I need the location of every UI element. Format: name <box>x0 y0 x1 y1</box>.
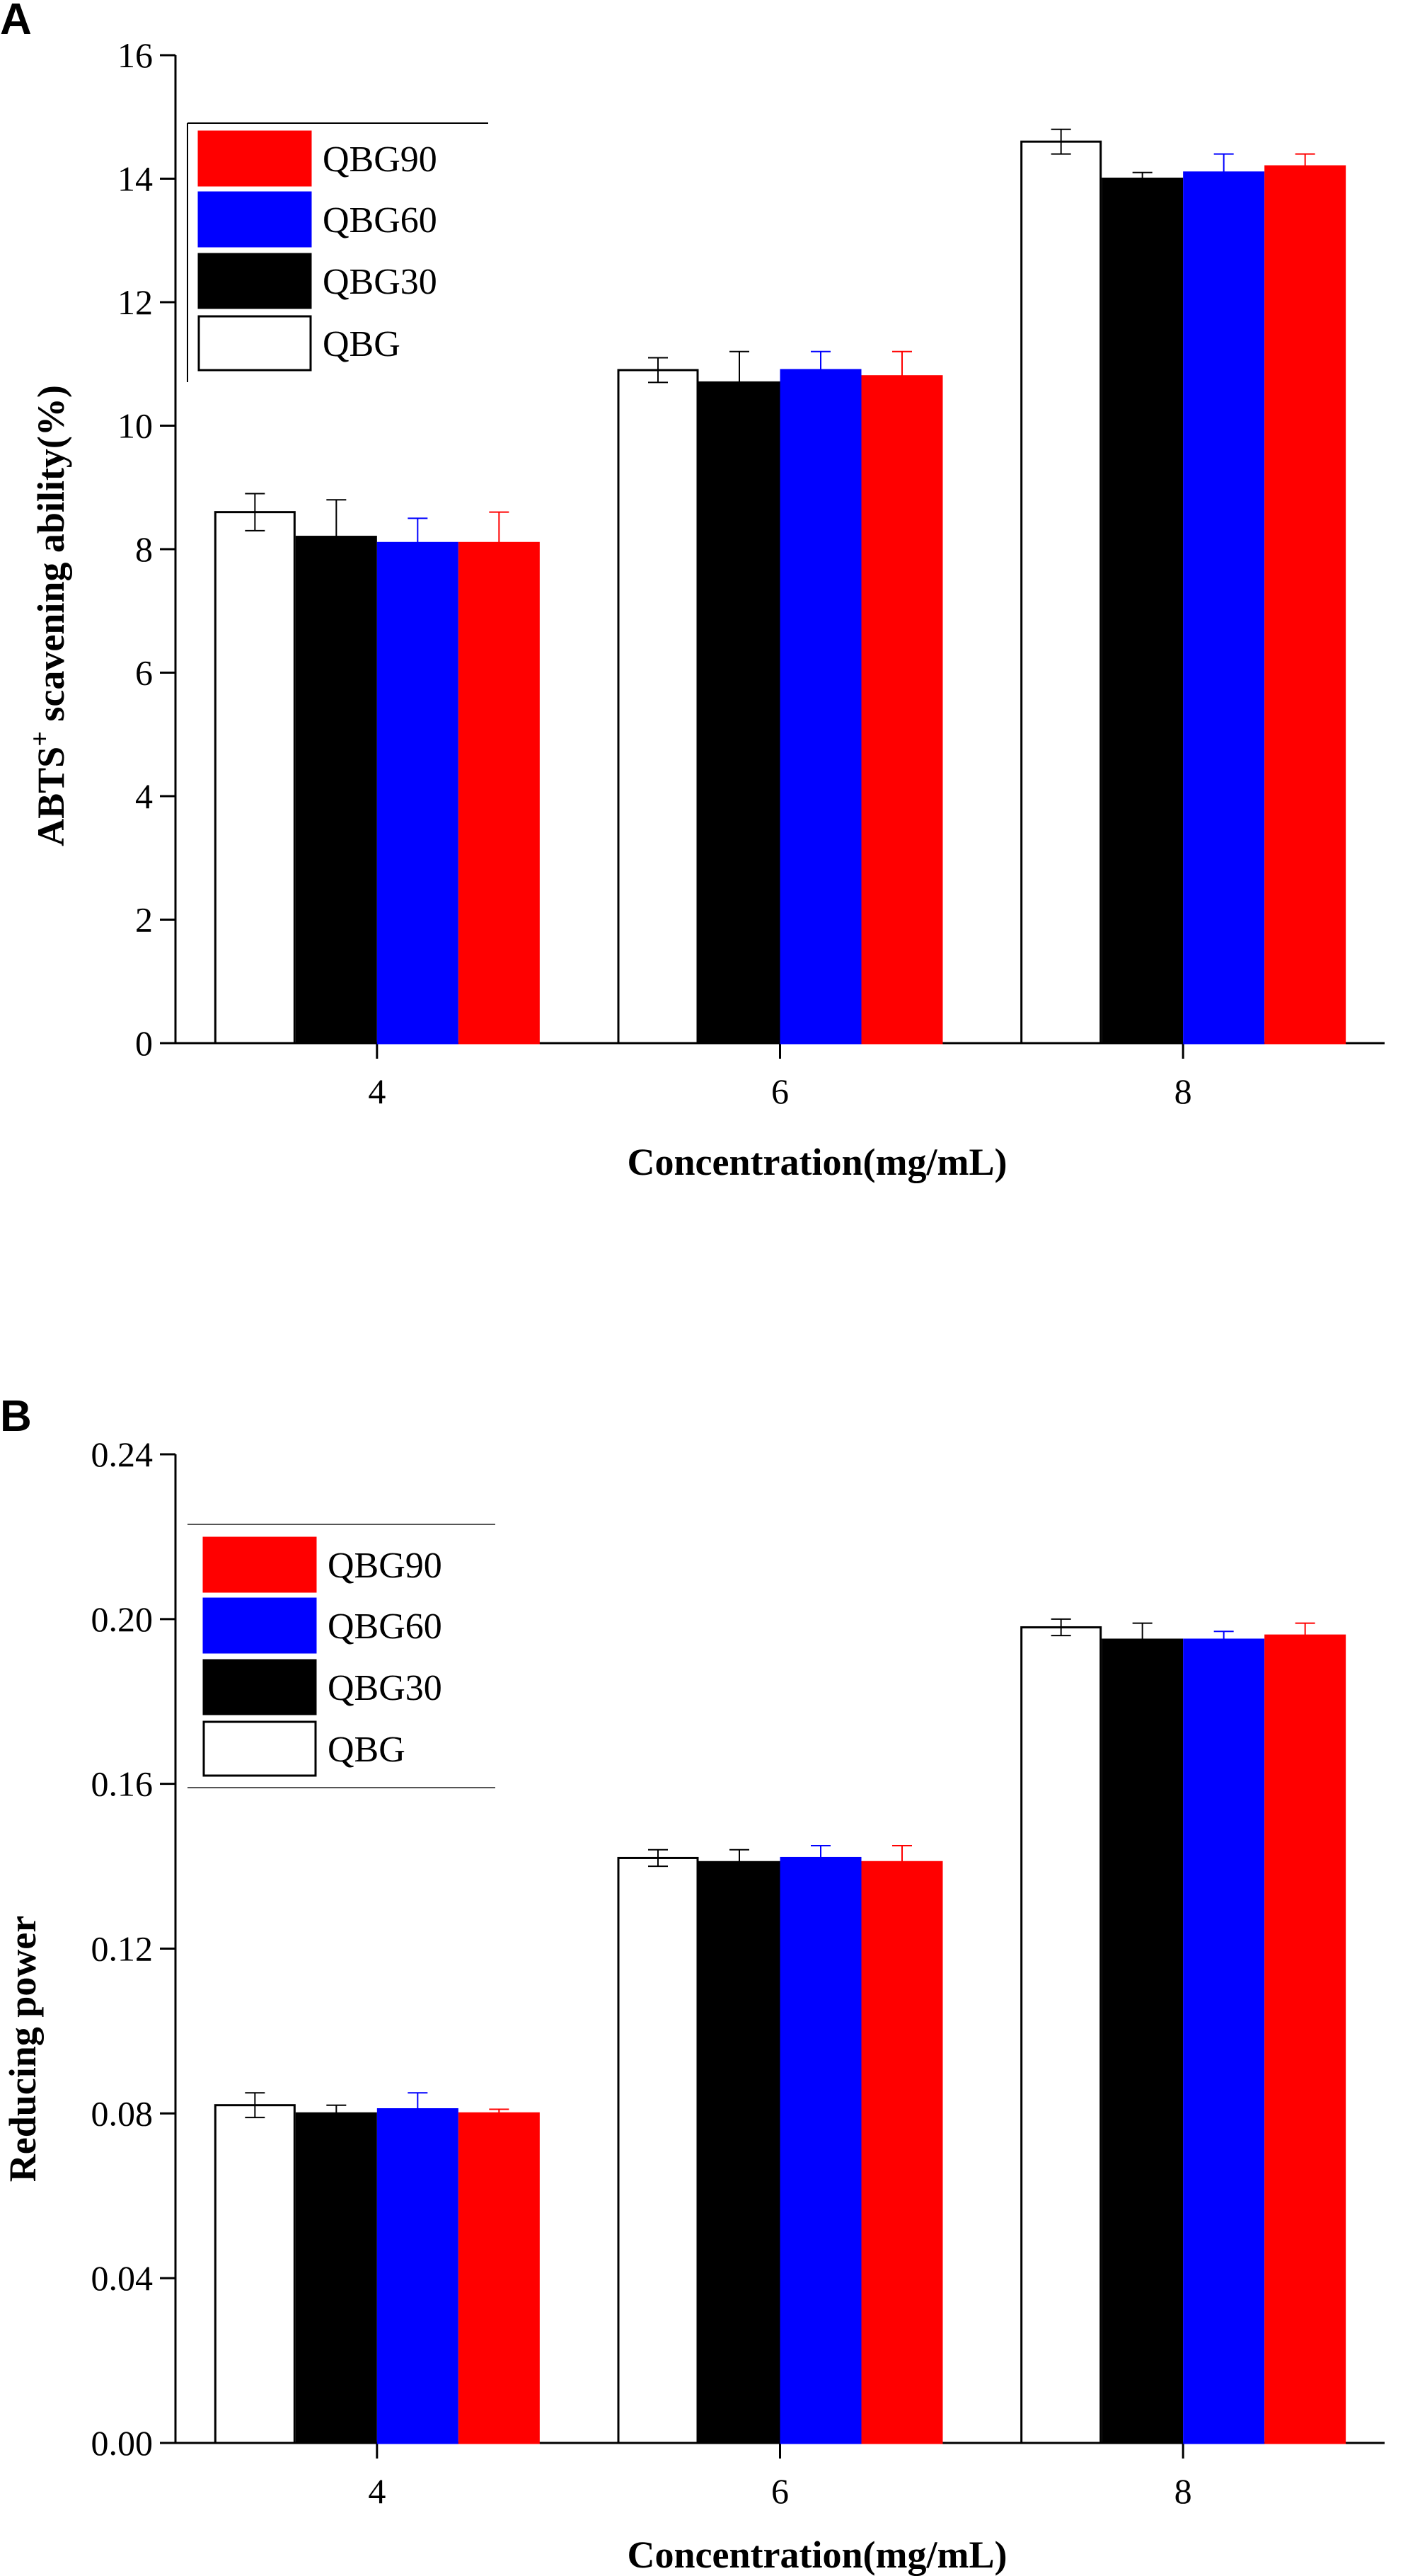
legend-label-qbg60: QBG60 <box>328 1606 442 1647</box>
panel-letter-b: B <box>0 1392 32 1441</box>
x-tick-label: 6 <box>771 1071 789 1111</box>
bar-qbg <box>1020 1626 1102 2444</box>
x-axis-title-b: Concentration(mg/mL) <box>628 2534 1007 2576</box>
legend-swatch-qbg90 <box>202 1536 317 1593</box>
legend-label-qbg: QBG <box>328 1730 405 1770</box>
legend-swatch-qbg60 <box>202 1597 317 1654</box>
bar-qbg <box>617 1856 699 2444</box>
x-tick-label: 8 <box>1174 1071 1192 1111</box>
y-tick-label: 0.08 <box>91 2093 154 2133</box>
bar-qbg30 <box>698 381 780 1045</box>
x-tick-label: 6 <box>771 2471 789 2511</box>
panel-letter-a: A <box>0 0 32 44</box>
bar-qbg30 <box>295 2112 377 2444</box>
y-tick-label: 4 <box>135 776 153 816</box>
bar-qbg30 <box>698 1861 780 2444</box>
bar-qbg90 <box>1264 165 1346 1045</box>
y-tick-label: 8 <box>135 529 153 569</box>
bar-qbg60 <box>1183 171 1265 1045</box>
y-tick-label: 14 <box>117 159 153 199</box>
legend-swatch-qbg <box>197 315 312 372</box>
y-tick-label: 0.12 <box>91 1929 154 1969</box>
legend-swatch-qbg90 <box>197 130 312 187</box>
bar-qbg60 <box>1183 1638 1265 2444</box>
legend-label-qbg90: QBG90 <box>323 139 437 180</box>
y-tick-label: 2 <box>135 900 153 940</box>
x-tick-label: 4 <box>368 1071 386 1111</box>
y-tick-label: 16 <box>117 35 153 75</box>
legend-label-qbg30: QBG30 <box>323 262 437 302</box>
bar-qbg60 <box>780 1856 862 2444</box>
legend-label-qbg90: QBG90 <box>328 1546 442 1586</box>
legend-swatch-qbg60 <box>197 191 312 248</box>
y-tick-label: 10 <box>117 406 153 446</box>
bar-qbg30 <box>1102 178 1184 1045</box>
legend-label-qbg30: QBG30 <box>328 1668 442 1708</box>
y-tick-label: 0.20 <box>91 1599 154 1639</box>
x-axis-title-a: Concentration(mg/mL) <box>628 1141 1007 1183</box>
x-tick-label: 8 <box>1174 2471 1192 2511</box>
bar-qbg <box>1020 140 1102 1045</box>
bar-qbg90 <box>458 2112 540 2444</box>
bar-qbg90 <box>861 1861 943 2444</box>
bar-qbg90 <box>861 375 943 1045</box>
bar-qbg30 <box>1102 1638 1184 2444</box>
y-tick-label: 0 <box>135 1023 153 1063</box>
y-axis-title-b: Reducing power <box>1 1916 44 2183</box>
y-tick-label: 12 <box>117 282 153 322</box>
y-tick-label: 0.04 <box>91 2258 154 2298</box>
y-tick-label: 0.00 <box>91 2423 154 2463</box>
bar-qbg <box>617 369 699 1045</box>
legend-swatch-qbg30 <box>202 1659 317 1715</box>
chart-panel-a: A ABTS+ scavening ability(%) Concentrati… <box>0 0 1385 1183</box>
bar-qbg <box>214 2104 296 2444</box>
bar-qbg90 <box>458 541 540 1045</box>
legend-swatch-qbg <box>202 1720 317 1777</box>
bar-qbg60 <box>376 541 458 1045</box>
legend-label-qbg60: QBG60 <box>323 200 437 241</box>
bar-qbg60 <box>780 369 862 1045</box>
legend-swatch-qbg30 <box>197 253 312 309</box>
y-tick-label: 0.24 <box>91 1434 154 1474</box>
bar-qbg30 <box>295 536 377 1045</box>
y-axis-title-text-a: ABTS+ scavening ability(%) <box>25 385 72 846</box>
y-tick-label: 0.16 <box>91 1764 154 1804</box>
legend-label-qbg: QBG <box>323 324 400 364</box>
bar-qbg90 <box>1264 1634 1346 2444</box>
chart-panel-b: B Reducing power Concentration(mg/mL) 0.… <box>0 1392 1385 2576</box>
y-axis-title-a: ABTS+ scavening ability(%) <box>25 385 72 846</box>
y-tick-label: 6 <box>135 653 153 693</box>
bar-qbg60 <box>376 2108 458 2444</box>
bar-qbg <box>214 511 296 1045</box>
x-tick-label: 4 <box>368 2471 386 2511</box>
